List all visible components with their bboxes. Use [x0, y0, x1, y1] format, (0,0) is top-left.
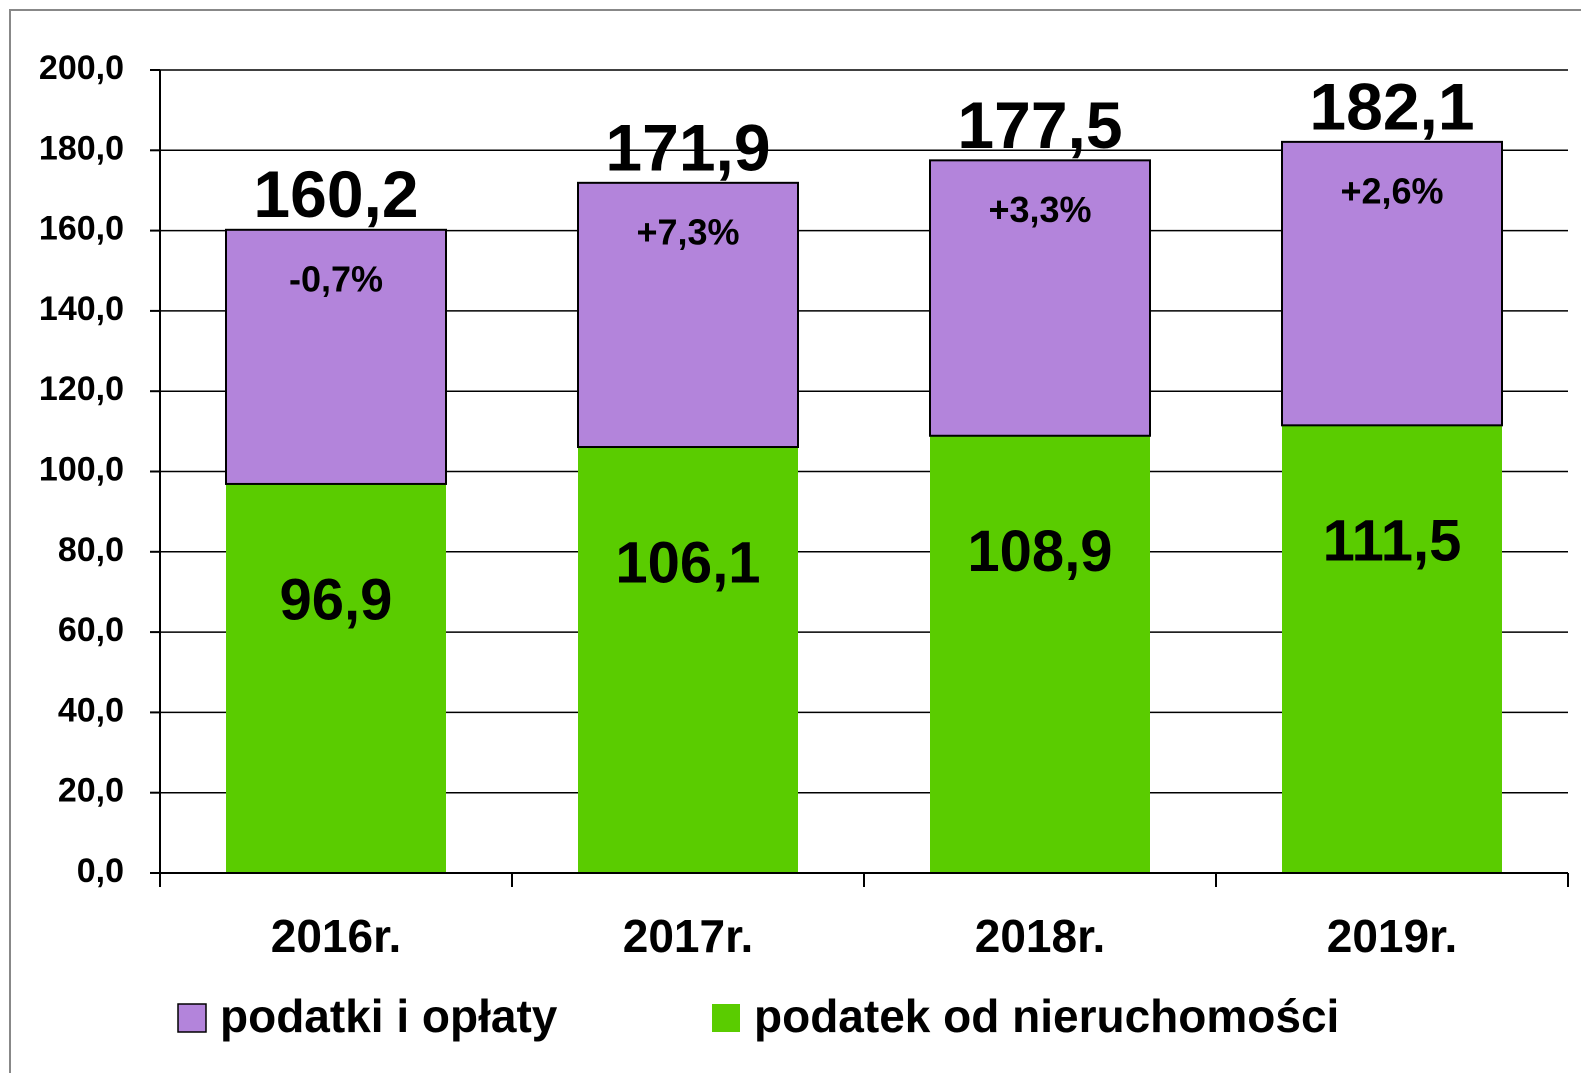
y-tick-label: 140,0 [39, 290, 124, 328]
growth-label: +2,6% [1340, 170, 1443, 211]
growth-label: +7,3% [636, 211, 739, 252]
total-label: 171,9 [605, 110, 770, 184]
legend-label: podatki i opłaty [220, 990, 558, 1042]
bar-segment [226, 483, 446, 873]
frame [9, 9, 1581, 1073]
value-label: 106,1 [615, 530, 760, 595]
x-tick-label: 2016r. [271, 910, 401, 962]
y-tick-label: 200,0 [39, 49, 124, 87]
total-label: 177,5 [957, 88, 1122, 162]
bar-segment [577, 181, 799, 449]
total-label: 160,2 [253, 157, 418, 231]
bar-segment [225, 228, 447, 485]
bar-segment [1281, 140, 1503, 427]
x-tick-label: 2018r. [975, 910, 1105, 962]
bar-segment [930, 435, 1150, 873]
y-tick-label: 180,0 [39, 129, 124, 167]
x-tick-label: 2017r. [623, 910, 753, 962]
bar-segment [1282, 425, 1502, 873]
bar-segment [578, 447, 798, 873]
y-tick-label: 80,0 [58, 531, 124, 569]
y-tick-label: 20,0 [58, 772, 124, 810]
x-tick-label: 2019r. [1327, 910, 1457, 962]
legend-swatch [177, 1003, 207, 1033]
y-tick-label: 0,0 [77, 852, 124, 890]
value-label: 111,5 [1323, 509, 1462, 574]
growth-label: +3,3% [988, 189, 1091, 230]
y-tick-label: 120,0 [39, 370, 124, 408]
legend-swatch [712, 1004, 740, 1032]
bar-segment [929, 159, 1151, 437]
growth-label: -0,7% [289, 258, 383, 299]
y-tick-label: 40,0 [58, 691, 124, 729]
value-label: 108,9 [967, 519, 1112, 584]
legend-label: podatek od nieruchomości [754, 990, 1339, 1042]
total-label: 182,1 [1309, 69, 1474, 143]
y-tick-label: 100,0 [39, 450, 124, 488]
y-tick-label: 60,0 [58, 611, 124, 649]
y-tick-label: 160,0 [39, 210, 124, 248]
value-label: 96,9 [280, 567, 393, 632]
